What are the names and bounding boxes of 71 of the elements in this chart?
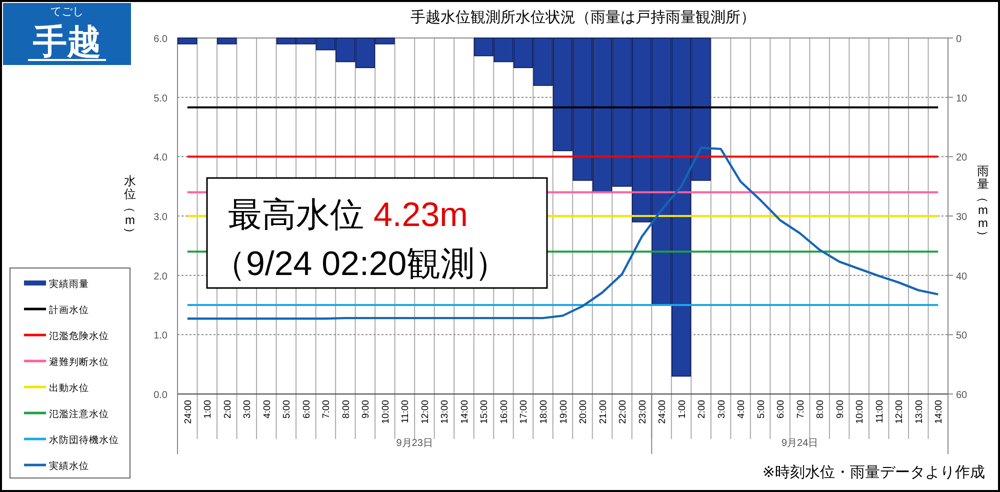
y-tick-label: 6.0 bbox=[154, 34, 168, 45]
legend-label: 計画水位 bbox=[49, 304, 89, 316]
y2-axis-title: 雨量（mm） bbox=[976, 164, 990, 242]
x-tick-label: 14:00 bbox=[459, 400, 470, 424]
legend-label: 氾濫注意水位 bbox=[49, 408, 109, 420]
y-axis-title: 水位（m） bbox=[123, 174, 137, 239]
y2-tick-label: 20 bbox=[956, 152, 968, 164]
text: 9月23日 bbox=[396, 438, 433, 449]
legend-label: 出動水位 bbox=[49, 382, 89, 394]
x-tick-label: 2:00 bbox=[696, 400, 708, 418]
text: 9月24日 bbox=[781, 438, 818, 449]
y-tick-label: 0.0 bbox=[154, 390, 168, 401]
x-tick-label: 13:00 bbox=[440, 400, 451, 424]
x-tick-label: 20:00 bbox=[578, 400, 590, 424]
x-tick-label: 11:00 bbox=[874, 400, 886, 424]
x-tick-label: 15:00 bbox=[479, 400, 490, 424]
x-tick-label: 9:00 bbox=[360, 400, 372, 418]
y-tick-label: 3.0 bbox=[154, 212, 168, 223]
x-tick-label: 24:00 bbox=[182, 400, 194, 424]
legend-label: 実績雨量 bbox=[49, 278, 89, 290]
y2-tick-label: 40 bbox=[956, 271, 968, 282]
x-tick-label: 5:00 bbox=[756, 400, 767, 418]
x-tick-label: 8:00 bbox=[815, 400, 826, 418]
x-tick-label: 3:00 bbox=[242, 400, 254, 418]
x-tick-label: 4:00 bbox=[262, 400, 273, 418]
x-tick-label: 2:00 bbox=[222, 400, 234, 418]
chart-title: 手越水位観測所水位状況（雨量は戸持雨量観測所） bbox=[410, 9, 756, 26]
x-tick-label: 7:00 bbox=[321, 400, 332, 418]
x-tick-label: 7:00 bbox=[795, 400, 806, 418]
y2-tick-label: 30 bbox=[956, 212, 968, 223]
y-tick-label: 2.0 bbox=[154, 271, 168, 282]
x-tick-label: 6:00 bbox=[301, 400, 312, 418]
legend-label: 氾濫危険水位 bbox=[49, 330, 109, 342]
y-tick-label: 4.0 bbox=[154, 152, 168, 164]
x-tick-label: 10:00 bbox=[854, 400, 866, 424]
annotation: 最高水位 4.23m bbox=[228, 196, 468, 234]
x-tick-label: 18:00 bbox=[538, 400, 550, 424]
x-tick-label: 9:00 bbox=[834, 400, 846, 418]
text: てごし bbox=[50, 6, 84, 18]
x-tick-label: 21:00 bbox=[598, 400, 609, 424]
x-tick-label: 24:00 bbox=[657, 400, 668, 424]
text: ※時刻水位・雨量データより作成 bbox=[762, 464, 985, 481]
y2-tick-label: 0 bbox=[956, 34, 962, 45]
x-tick-label: 14:00 bbox=[934, 400, 945, 424]
x-tick-label: 5:00 bbox=[282, 400, 293, 418]
x-tick-label: 11:00 bbox=[400, 400, 412, 424]
x-tick-label: 1:00 bbox=[202, 400, 214, 418]
x-tick-label: 19:00 bbox=[558, 400, 570, 424]
y-tick-label: 1.0 bbox=[154, 330, 168, 342]
x-tick-label: 8:00 bbox=[340, 400, 352, 418]
x-tick-label: 4:00 bbox=[736, 400, 748, 418]
annotation: （9/24 02:20観測） bbox=[212, 245, 509, 283]
x-tick-label: 16:00 bbox=[498, 400, 510, 424]
x-tick-label: 23:00 bbox=[637, 400, 648, 424]
x-tick-label: 3:00 bbox=[716, 400, 728, 418]
y-tick-label: 5.0 bbox=[154, 93, 168, 104]
x-tick-label: 6:00 bbox=[776, 400, 787, 418]
y2-tick-label: 50 bbox=[956, 330, 968, 342]
legend-label: 避難判断水位 bbox=[49, 356, 109, 368]
y2-tick-label: 10 bbox=[956, 93, 968, 104]
x-tick-label: 17:00 bbox=[518, 400, 530, 424]
legend-label: 水防団待機水位 bbox=[49, 434, 119, 446]
y2-tick-label: 60 bbox=[956, 390, 968, 401]
x-tick-label: 10:00 bbox=[380, 400, 392, 424]
x-tick-label: 12:00 bbox=[420, 400, 431, 424]
x-tick-label: 12:00 bbox=[894, 400, 906, 424]
legend-label: 実績水位 bbox=[49, 460, 89, 472]
text: 手越 bbox=[32, 23, 101, 61]
x-tick-label: 1:00 bbox=[676, 400, 688, 418]
x-tick-label: 13:00 bbox=[914, 400, 925, 424]
x-tick-label: 22:00 bbox=[618, 400, 629, 424]
